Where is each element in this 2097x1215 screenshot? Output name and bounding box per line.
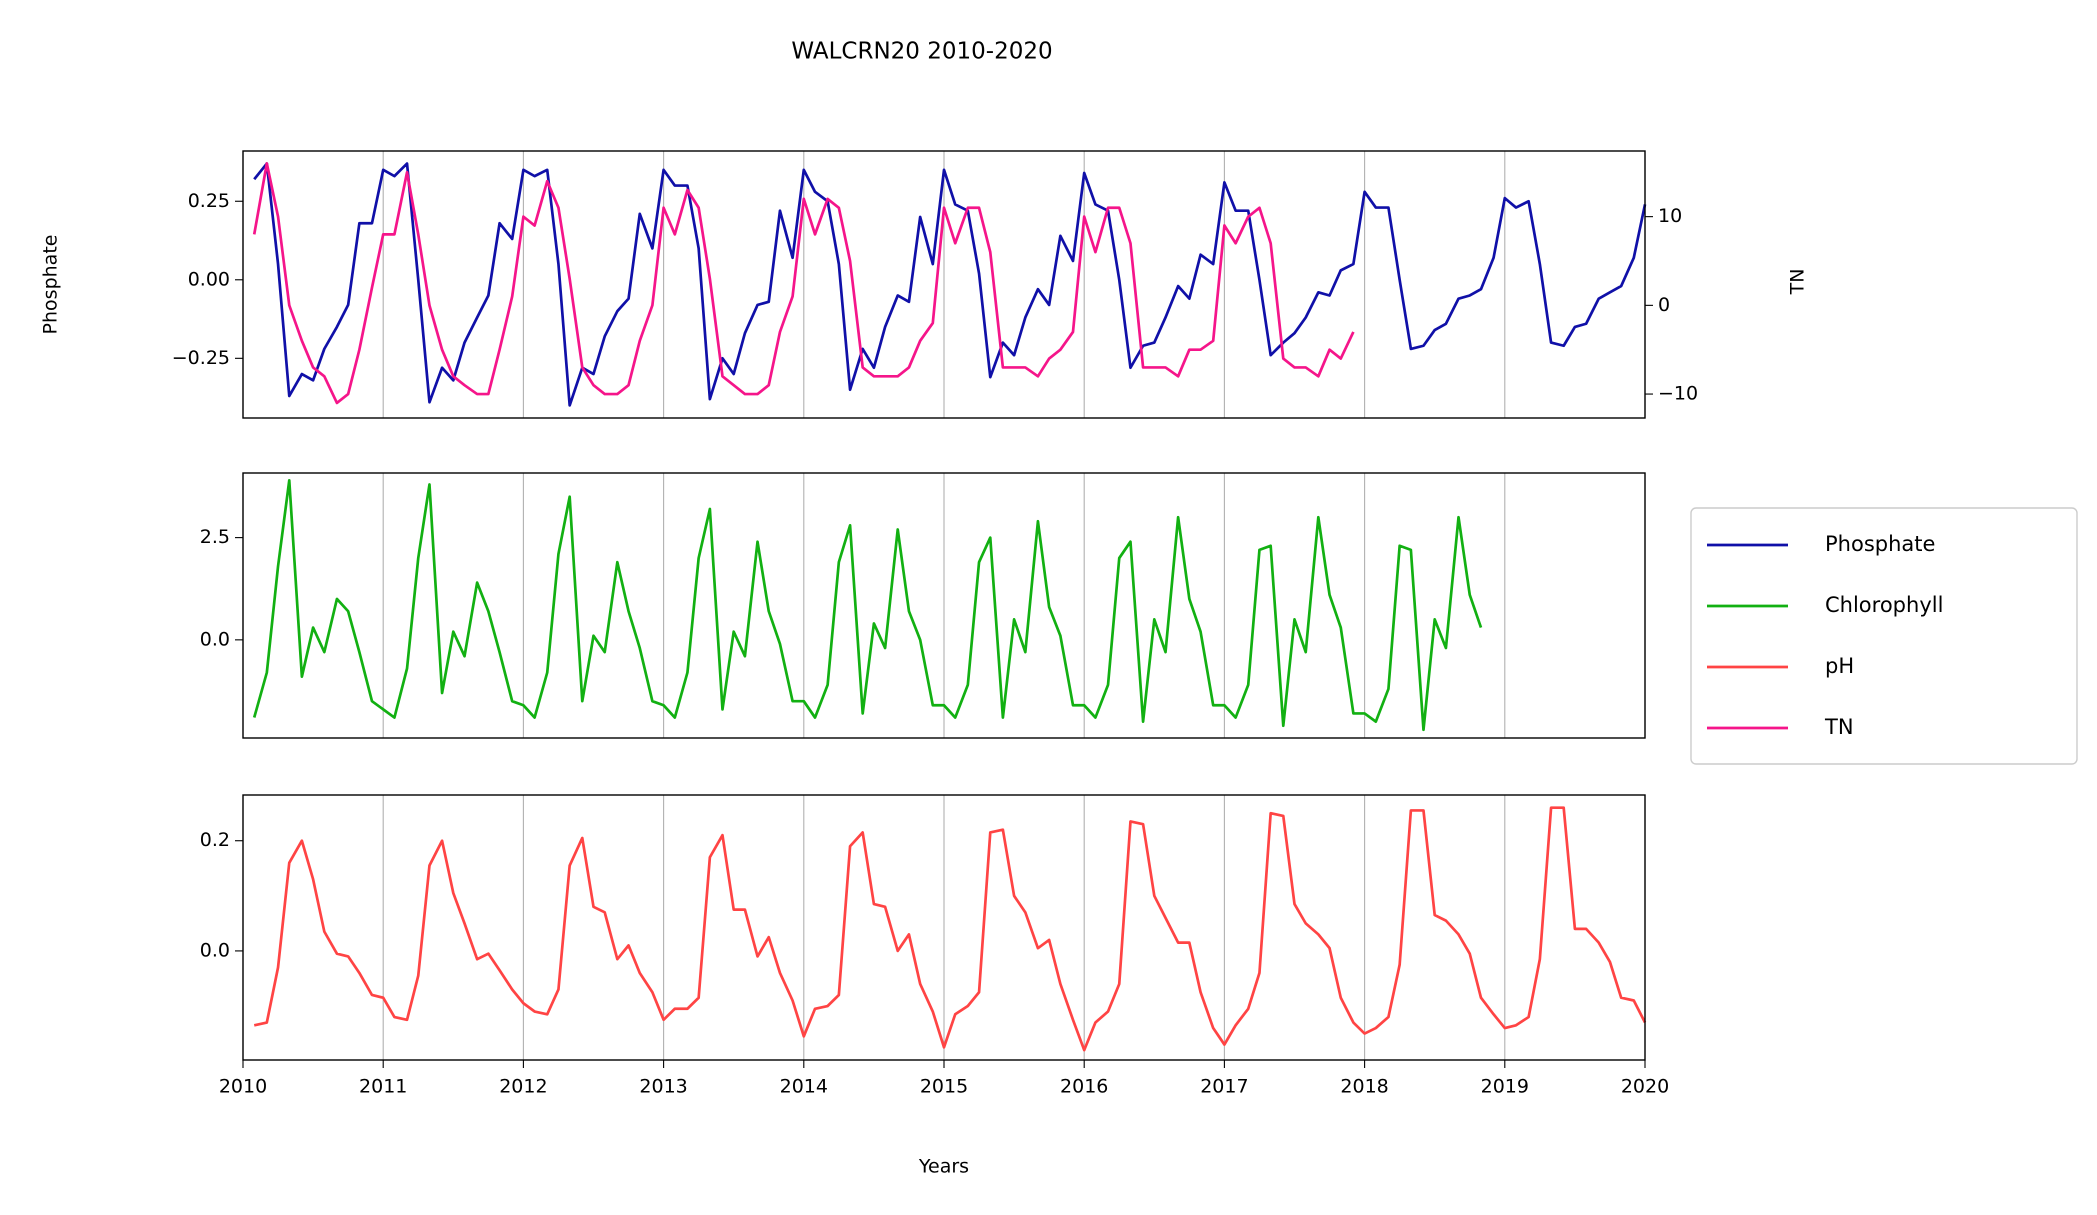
panel-frame xyxy=(242,472,1646,739)
legend-label: TN xyxy=(1824,715,1854,739)
y-tick-label: 0.0 xyxy=(200,628,230,650)
legend-label: pH xyxy=(1825,654,1854,678)
x-tick-label: 2011 xyxy=(359,1076,407,1098)
x-tick-label: 2016 xyxy=(1060,1076,1108,1098)
x-tick-label: 2013 xyxy=(639,1076,687,1098)
y-axis-label: Phosphate xyxy=(40,235,62,335)
x-tick-label: 2018 xyxy=(1340,1076,1388,1098)
legend-label: Chlorophyll xyxy=(1825,593,1943,617)
x-tick-label: 2014 xyxy=(780,1076,828,1098)
y-tick-label: 0.2 xyxy=(200,829,230,851)
x-tick-label: 2017 xyxy=(1200,1076,1248,1098)
y2-tick-label: 0 xyxy=(1658,294,1670,316)
x-tick-label: 2015 xyxy=(920,1076,968,1098)
y-tick-label: 2.5 xyxy=(200,526,230,548)
y2-axis-label: TN xyxy=(1787,269,1809,296)
series-line xyxy=(253,162,1647,407)
series-line xyxy=(253,806,1647,1052)
x-axis-label: Years xyxy=(918,1156,969,1178)
series-line xyxy=(252,162,1355,405)
y2-tick-label: 10 xyxy=(1658,205,1682,227)
y-tick-label: −0.25 xyxy=(172,347,230,369)
x-tick-label: 2020 xyxy=(1621,1076,1669,1098)
legend-box xyxy=(1690,507,2078,765)
chart-title: WALCRN20 2010-2020 xyxy=(791,39,1052,65)
x-tick-label: 2010 xyxy=(219,1076,267,1098)
x-tick-label: 2012 xyxy=(499,1076,547,1098)
series-line xyxy=(252,479,1483,732)
x-tick-label: 2019 xyxy=(1481,1076,1529,1098)
legend-label: Phosphate xyxy=(1825,532,1935,556)
panel-frame xyxy=(242,150,1646,419)
y-tick-label: 0.0 xyxy=(200,939,230,961)
y2-tick-label: −10 xyxy=(1658,383,1698,405)
y-tick-label: 0.25 xyxy=(188,190,230,212)
y-tick-label: 0.00 xyxy=(188,268,230,290)
